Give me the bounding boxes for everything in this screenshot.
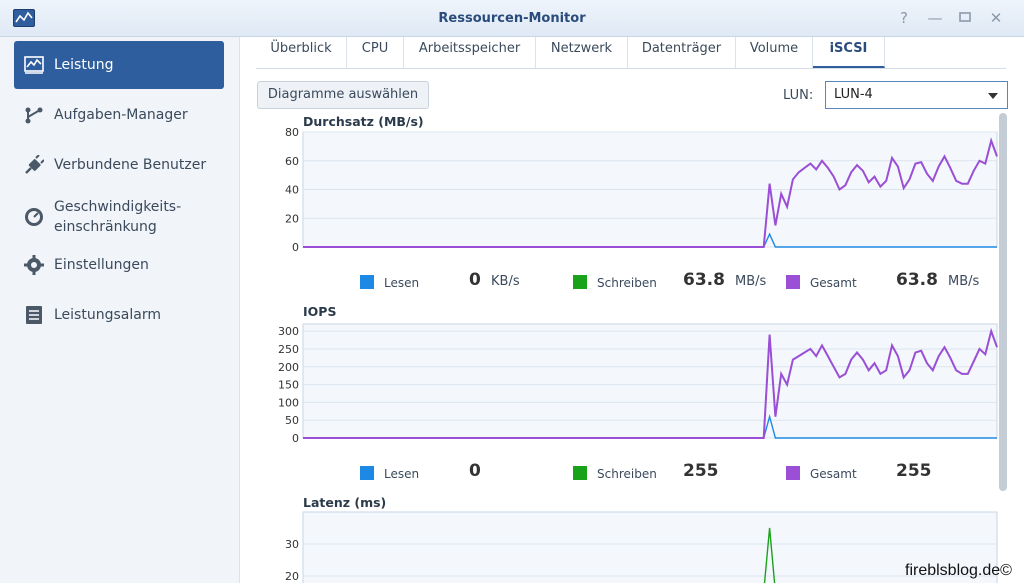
sidebar-item-verbundene-benutzer[interactable]: Verbundene Benutzer [14,141,224,189]
sidebar-item-label: Leistungsalarm [54,307,161,323]
write-legend-label: Schreiben [597,276,657,290]
iops-total-legend-label: Gesamt [810,467,857,481]
performance-chart-icon [24,55,44,75]
read-legend-swatch [360,275,374,289]
sidebar-item-label-line2: einschränkung [54,219,157,235]
sidebar-item-leistung[interactable]: Leistung [14,41,224,89]
gauge-icon [24,207,44,227]
iops-chart: 0 50 100 150 200 250 300 [278,323,998,445]
series-line-gesamt [303,327,998,439]
iops-write-legend-label: Schreiben [597,467,657,481]
throughput-write-unit: MB/s [735,274,767,289]
throughput-read-value: 0 [469,270,481,290]
iops-write-value: 255 [683,461,719,481]
select-diagrams-button[interactable]: Diagramme auswählen [257,81,429,109]
sidebar-item-geschwindigkeitseinschraenkung[interactable]: Geschwindigkeits- einschränkung [14,191,224,243]
tab-ueberblick[interactable]: Überblick [256,37,347,68]
y-tick-label: 40 [285,184,299,197]
throughput-write-value: 63.8 [683,270,725,290]
latency-chart-title: Latenz (ms) [303,495,387,510]
sidebar-item-label: Leistung [54,57,114,73]
y-tick-label: 200 [278,361,299,374]
sidebar-item-leistungsalarm[interactable]: Leistungsalarm [14,291,224,339]
iops-read-legend-label: Lesen [384,467,420,481]
sidebar-item-aufgaben-manager[interactable]: Aufgaben-Manager [14,91,224,139]
iops-total-legend-swatch [786,466,800,480]
tab-volume[interactable]: Volume [736,37,813,68]
tab-bar: Überblick CPU Arbeitsspeicher Netzwerk D… [256,37,1006,69]
tab-netzwerk[interactable]: Netzwerk [536,37,628,68]
minimize-icon[interactable]: — [927,9,943,27]
total-legend-swatch [786,275,800,289]
sidebar-item-label: Verbundene Benutzer [54,157,207,173]
close-icon[interactable]: ✕ [989,9,1003,27]
task-manager-icon [24,105,44,125]
plot-area [302,323,998,439]
y-tick-label: 250 [278,343,299,356]
y-tick-label: 20 [285,212,299,225]
sidebar-item-label: Geschwindigkeits- einschränkung [54,197,181,237]
sidebar-item-label: Einstellungen [54,257,149,273]
tab-iscsi[interactable]: iSCSI [813,37,885,68]
tab-arbeitsspeicher[interactable]: Arbeitsspeicher [404,37,536,68]
y-tick-label: 150 [278,379,299,392]
iops-read-legend-swatch [360,466,374,480]
throughput-chart: 0 20 40 60 80 [285,128,998,254]
throughput-total-value: 63.8 [896,270,938,290]
y-tick-label: 0 [292,432,299,445]
sidebar-item-einstellungen[interactable]: Einstellungen [14,241,224,289]
series-line-gesamt [303,137,998,248]
alarm-list-icon [24,305,44,325]
plug-icon [24,155,44,175]
y-tick-label: 80 [285,128,299,139]
iops-chart-title: IOPS [303,304,337,319]
lun-select[interactable]: LUN-4 [825,81,1008,109]
y-tick-label: 0 [292,241,299,254]
tab-datentraeger[interactable]: Datenträger [628,37,736,68]
tab-cpu[interactable]: CPU [347,37,404,68]
sidebar: Leistung Aufgaben-Manager Verbundene Ben… [0,37,240,583]
throughput-read-unit: KB/s [491,274,520,289]
write-legend-swatch [573,275,587,289]
lun-label: LUN: [783,88,814,103]
help-icon[interactable]: ? [900,9,908,27]
window-titlebar: Ressourcen-Monitor ? — ✕ [0,0,1024,37]
y-tick-label: 100 [278,396,299,409]
read-legend-label: Lesen [384,276,420,290]
resource-monitor-app-icon [13,9,35,27]
content-scrollbar[interactable] [999,113,1007,491]
y-tick-label: 50 [285,414,299,427]
iops-read-value: 0 [469,461,481,481]
total-legend-label: Gesamt [810,276,857,290]
y-tick-label: 20 [285,570,299,583]
y-tick-label: 60 [285,155,299,168]
sidebar-item-label-line1: Geschwindigkeits- [54,199,182,215]
y-tick-label: 300 [278,325,299,338]
window-title: Ressourcen-Monitor [438,11,586,26]
iops-write-legend-swatch [573,466,587,480]
chevron-down-icon [988,93,998,99]
sidebar-item-label: Aufgaben-Manager [54,107,188,123]
plot-area [302,511,998,583]
y-tick-label: 30 [285,538,299,551]
throughput-chart-title: Durchsatz (MB/s) [303,114,424,129]
iops-total-value: 255 [896,461,932,481]
gear-icon [24,255,44,275]
throughput-total-unit: MB/s [948,274,980,289]
maximize-icon[interactable] [956,9,974,27]
lun-select-value: LUN-4 [834,87,873,102]
watermark-text: fireblsblog.de© [905,562,1012,579]
